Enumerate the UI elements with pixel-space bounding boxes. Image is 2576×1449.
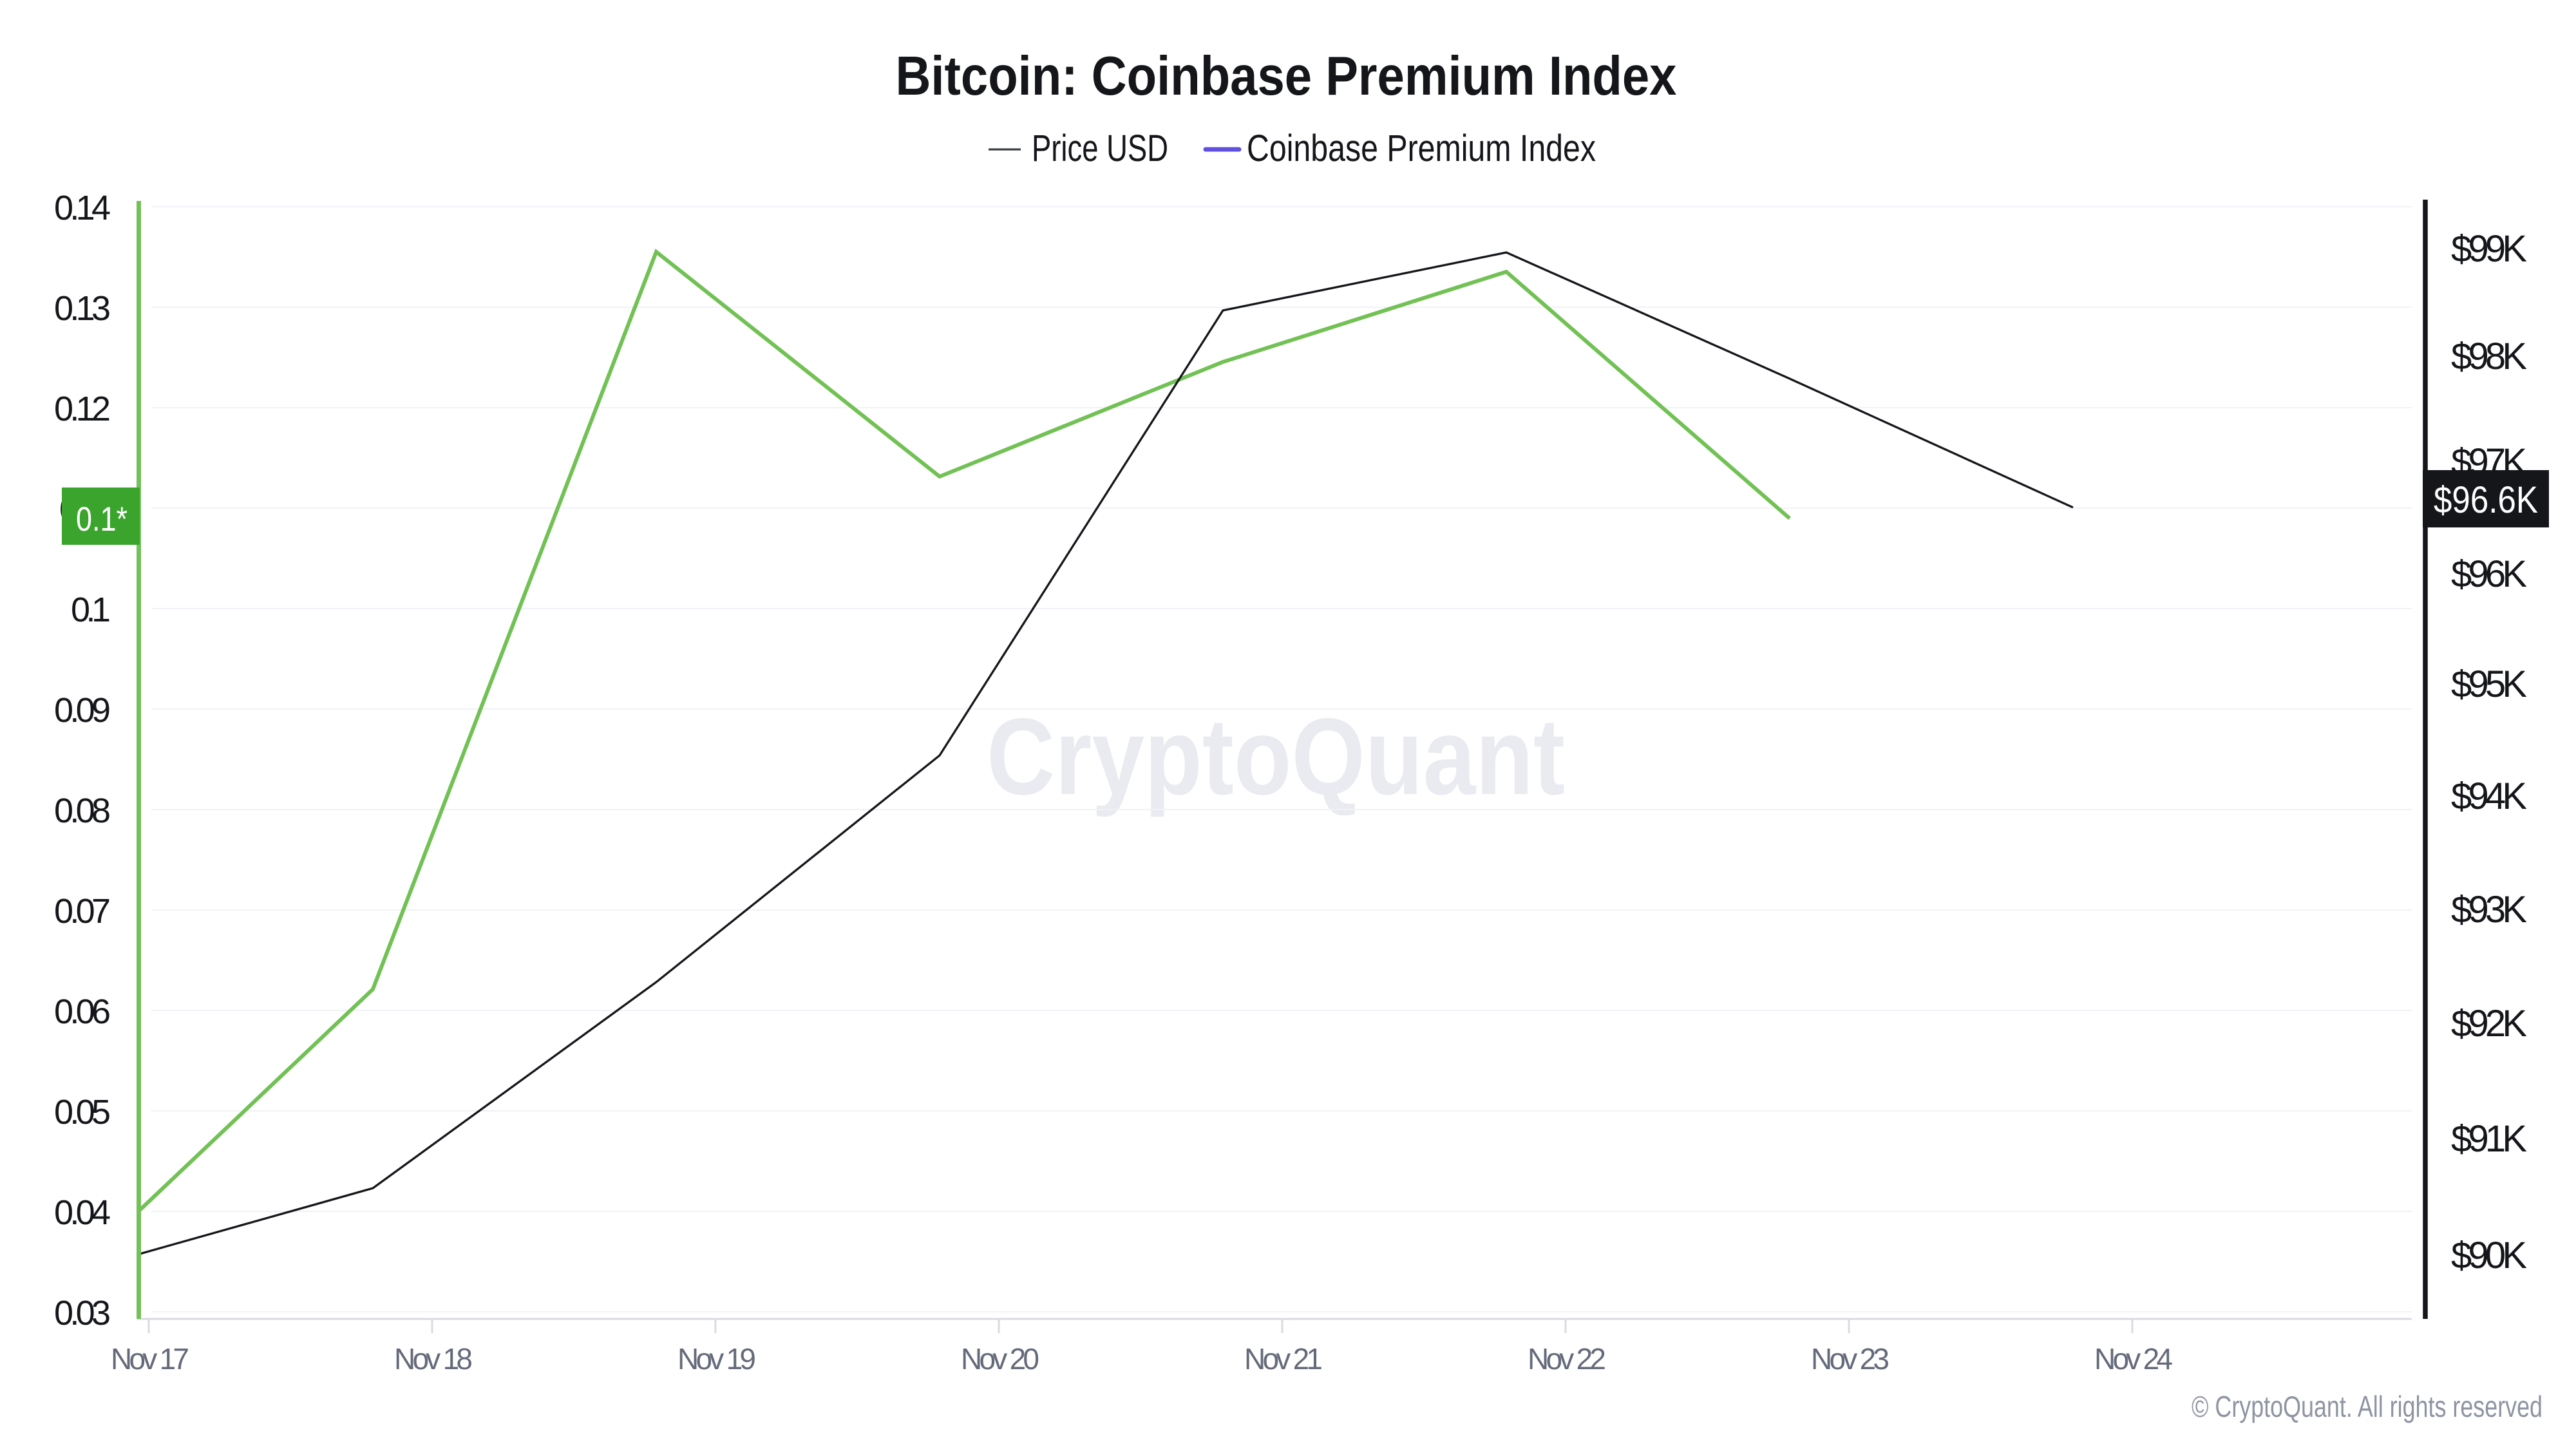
svg-text:$93K: $93K: [2451, 889, 2527, 931]
svg-text:0.13: 0.13: [54, 289, 111, 328]
svg-text:$96.6K: $96.6K: [2434, 479, 2538, 521]
svg-text:$92K: $92K: [2451, 1003, 2527, 1045]
svg-text:0.06: 0.06: [54, 992, 111, 1031]
svg-text:0.03: 0.03: [54, 1294, 111, 1332]
svg-text:Nov 17: Nov 17: [111, 1342, 189, 1376]
svg-text:Nov 19: Nov 19: [677, 1342, 756, 1376]
svg-text:Nov 22: Nov 22: [1528, 1342, 1606, 1376]
svg-text:Bitcoin: Coinbase Premium Inde: Bitcoin: Coinbase Premium Index: [896, 46, 1677, 107]
svg-text:$99K: $99K: [2451, 228, 2527, 270]
svg-text:Nov 24: Nov 24: [2094, 1342, 2173, 1376]
svg-text:$90K: $90K: [2451, 1235, 2527, 1276]
svg-text:0.04: 0.04: [54, 1193, 111, 1232]
svg-text:$95K: $95K: [2451, 663, 2527, 705]
svg-text:0.05: 0.05: [54, 1093, 111, 1132]
svg-text:0.07: 0.07: [54, 892, 111, 931]
svg-text:Nov 23: Nov 23: [1811, 1342, 1889, 1376]
svg-text:$98K: $98K: [2451, 336, 2527, 377]
svg-text:Nov 21: Nov 21: [1244, 1342, 1323, 1376]
svg-text:Nov 18: Nov 18: [394, 1342, 473, 1376]
svg-text:Coinbase Premium Index: Coinbase Premium Index: [1247, 128, 1596, 169]
svg-text:Nov 20: Nov 20: [961, 1342, 1039, 1376]
svg-text:0.12: 0.12: [54, 390, 111, 428]
svg-text:$91K: $91K: [2451, 1118, 2527, 1160]
svg-text:0.1: 0.1: [71, 591, 111, 629]
svg-text:$96K: $96K: [2451, 553, 2527, 595]
svg-text:0.14: 0.14: [54, 189, 111, 227]
svg-text:0.09: 0.09: [54, 691, 111, 730]
svg-text:CryptoQuant: CryptoQuant: [987, 696, 1565, 817]
svg-text:Price USD: Price USD: [1032, 128, 1168, 169]
svg-text:0.1*: 0.1*: [76, 500, 128, 538]
svg-text:© CryptoQuant. All rights rese: © CryptoQuant. All rights reserved: [2192, 1390, 2543, 1423]
svg-text:$94K: $94K: [2451, 775, 2527, 817]
svg-text:0.08: 0.08: [54, 791, 111, 830]
